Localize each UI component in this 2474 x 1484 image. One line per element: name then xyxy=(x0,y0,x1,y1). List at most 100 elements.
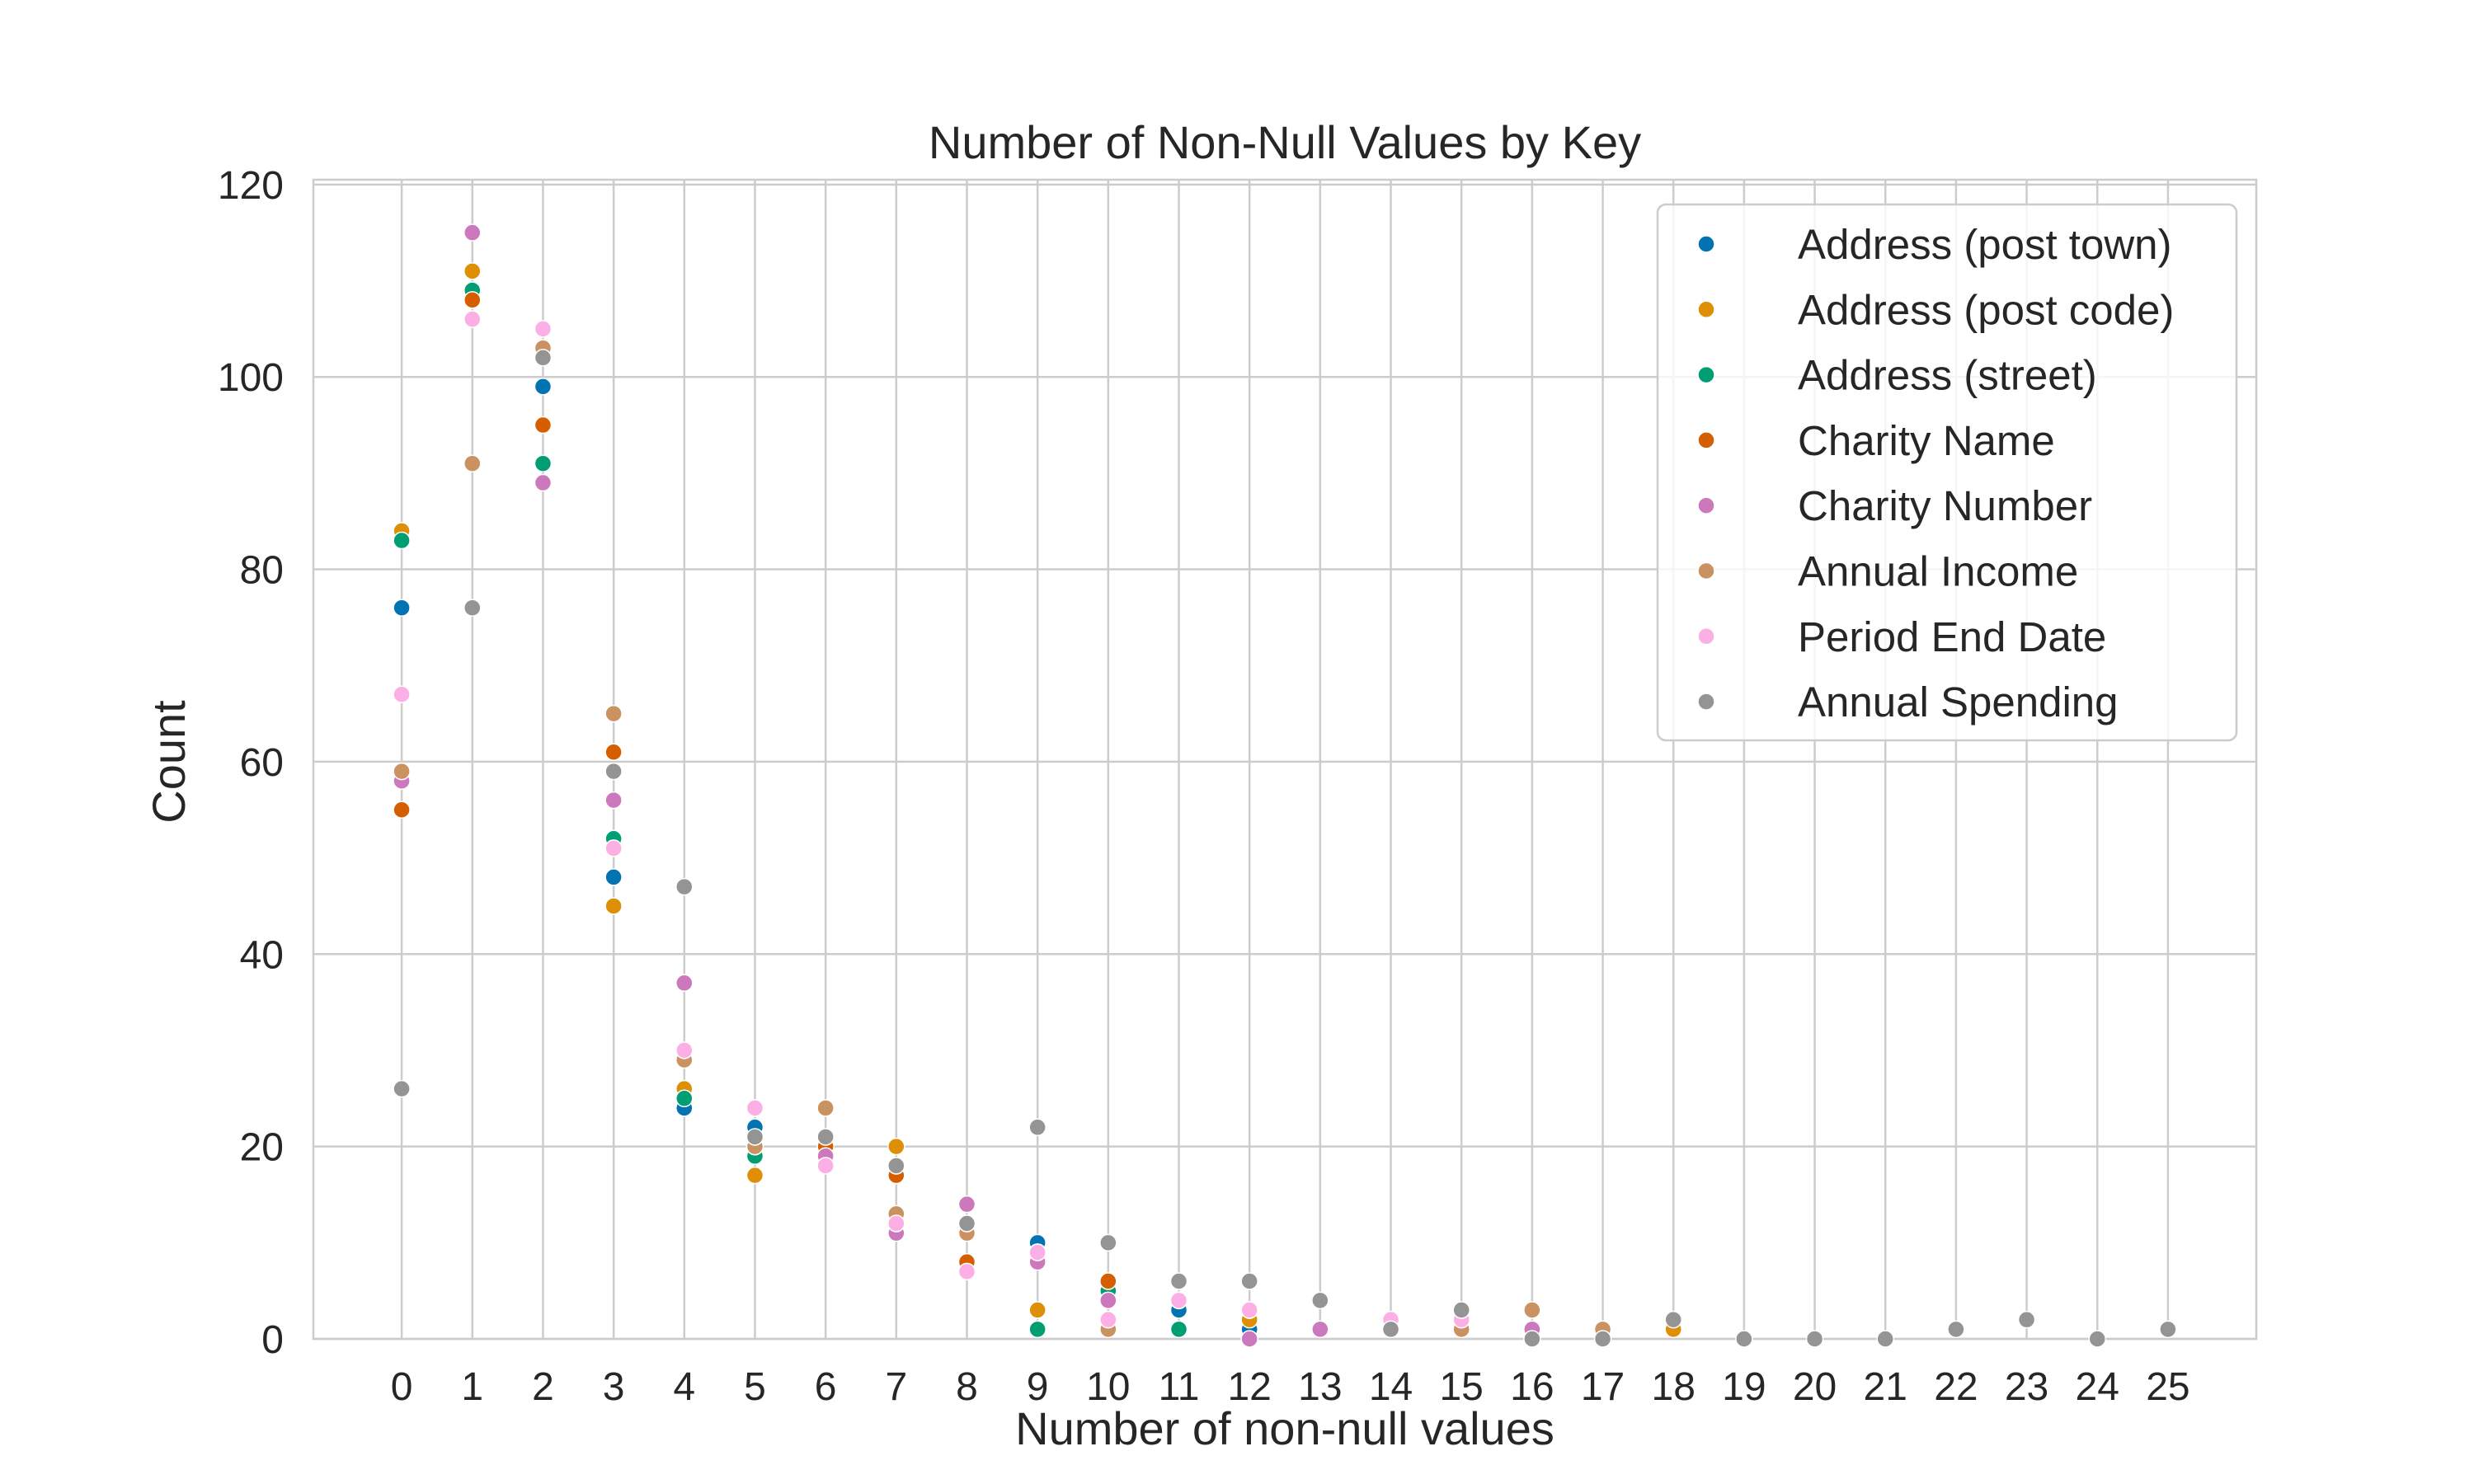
data-point xyxy=(745,1128,764,1146)
data-point xyxy=(745,1099,764,1117)
x-tick-label: 1 xyxy=(461,1365,483,1409)
data-point xyxy=(534,349,553,367)
data-point xyxy=(675,877,694,896)
x-tick-label: 6 xyxy=(815,1365,837,1409)
x-tick-label: 7 xyxy=(885,1365,907,1409)
y-tick-label: 100 xyxy=(218,356,284,400)
x-tick-label: 20 xyxy=(1793,1365,1837,1409)
legend-label: Address (post town) xyxy=(1798,221,2172,268)
legend-item: Address (post code) xyxy=(1697,286,2174,333)
data-point xyxy=(604,839,623,857)
data-point xyxy=(604,743,623,761)
x-tick-label: 25 xyxy=(2146,1365,2189,1409)
legend-item: Annual Income xyxy=(1697,548,2078,595)
data-point xyxy=(1169,1272,1188,1290)
x-tick-label: 23 xyxy=(2005,1365,2048,1409)
x-tick-label: 19 xyxy=(1722,1365,1766,1409)
data-point xyxy=(1523,1330,1541,1348)
legend-item: Address (street) xyxy=(1697,352,2097,399)
grid-lines xyxy=(313,180,2256,1341)
data-point xyxy=(1028,1320,1047,1339)
data-point xyxy=(816,1157,835,1175)
x-axis-ticks: 0 1 2 3 4 5 6 7 8 9 10 11 12 13 14 15 16 17 18 19 20 21 22 23 24… xyxy=(391,1365,2190,1409)
data-point xyxy=(393,685,411,703)
x-tick-label: 4 xyxy=(673,1365,695,1409)
x-tick-label: 11 xyxy=(1159,1365,1200,1409)
y-tick-label: 40 xyxy=(240,933,284,977)
data-point xyxy=(957,1262,976,1281)
data-point xyxy=(1735,1330,1753,1348)
legend-marker xyxy=(1697,627,1715,646)
x-tick-label: 10 xyxy=(1086,1365,1130,1409)
legend-marker xyxy=(1697,235,1715,253)
x-tick-label: 0 xyxy=(391,1365,413,1409)
x-axis-label: Number of non-null values xyxy=(1015,1402,1554,1454)
legend-marker xyxy=(1697,693,1715,711)
y-tick-label: 60 xyxy=(240,741,284,785)
y-tick-label: 0 xyxy=(261,1318,284,1362)
data-point xyxy=(1099,1291,1117,1310)
y-tick-label: 80 xyxy=(240,549,284,593)
data-point xyxy=(1099,1233,1117,1252)
data-point xyxy=(1452,1301,1470,1319)
data-point xyxy=(1876,1330,1894,1348)
legend-item: Period End Date xyxy=(1697,613,2106,660)
data-point xyxy=(604,868,623,886)
x-tick-label: 13 xyxy=(1298,1365,1342,1409)
data-point xyxy=(604,791,623,810)
legend-label: Annual Spending xyxy=(1798,679,2119,726)
chart-title: Number of Non-Null Values by Key xyxy=(929,116,1641,168)
x-tick-label: 8 xyxy=(956,1365,978,1409)
data-point xyxy=(604,762,623,781)
x-tick-label: 21 xyxy=(1864,1365,1907,1409)
x-tick-label: 14 xyxy=(1369,1365,1413,1409)
data-point xyxy=(604,897,623,915)
data-point xyxy=(1099,1272,1117,1290)
legend-item: Annual Spending xyxy=(1697,679,2119,726)
data-point xyxy=(2159,1320,2177,1339)
legend-item: Charity Name xyxy=(1697,417,2055,464)
data-point xyxy=(1311,1291,1329,1310)
legend-marker xyxy=(1697,561,1715,580)
data-point xyxy=(887,1137,905,1156)
data-point xyxy=(816,1099,835,1117)
data-point xyxy=(1028,1301,1047,1319)
data-point xyxy=(1240,1272,1258,1290)
data-point xyxy=(463,291,482,309)
data-point xyxy=(534,320,553,338)
x-tick-label: 16 xyxy=(1510,1365,1554,1409)
data-point xyxy=(675,974,694,993)
y-axis-label: Count xyxy=(143,700,195,824)
data-point xyxy=(816,1128,835,1146)
data-point xyxy=(463,599,482,617)
legend-marker xyxy=(1697,365,1715,384)
data-point xyxy=(887,1157,905,1175)
legend-marker xyxy=(1697,431,1715,449)
data-point xyxy=(534,416,553,434)
data-point xyxy=(887,1214,905,1233)
data-point xyxy=(463,262,482,280)
data-point xyxy=(463,310,482,328)
data-point xyxy=(1947,1320,1965,1339)
data-point xyxy=(1169,1320,1188,1339)
data-point xyxy=(534,473,553,492)
data-point xyxy=(393,599,411,617)
legend-label: Period End Date xyxy=(1798,613,2106,660)
data-point xyxy=(1593,1330,1612,1348)
legend-label: Address (post code) xyxy=(1798,286,2174,333)
data-point xyxy=(604,704,623,723)
data-point xyxy=(1240,1330,1258,1348)
x-tick-label: 9 xyxy=(1027,1365,1049,1409)
legend-marker xyxy=(1697,300,1715,319)
data-point xyxy=(393,1079,411,1098)
data-point xyxy=(1381,1320,1400,1339)
data-point xyxy=(534,454,553,472)
data-points xyxy=(393,223,2177,1348)
data-point xyxy=(1099,1310,1117,1329)
x-tick-label: 5 xyxy=(744,1365,766,1409)
x-tick-label: 3 xyxy=(603,1365,625,1409)
legend-item: Charity Number xyxy=(1697,482,2092,529)
data-point xyxy=(393,801,411,819)
